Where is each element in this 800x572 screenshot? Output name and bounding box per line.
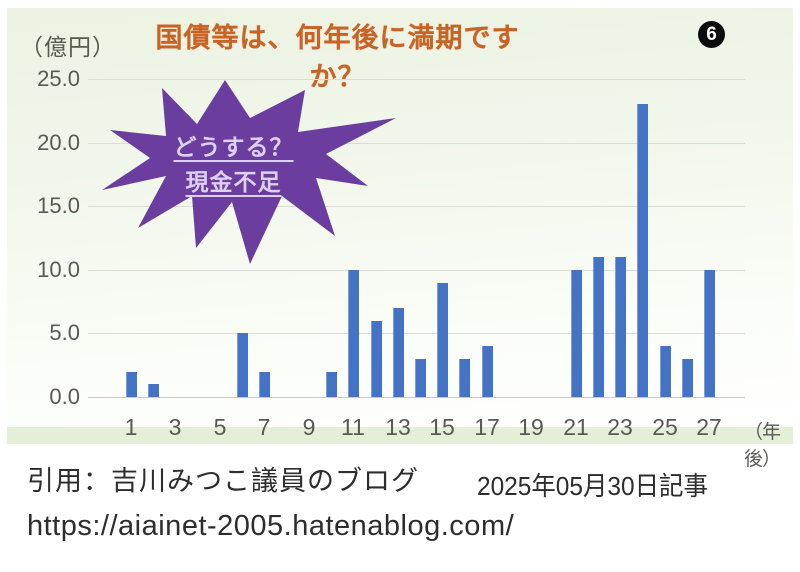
bar-year-12 (371, 321, 382, 397)
gridline (88, 143, 745, 144)
x-tick-label: 25 (652, 414, 678, 440)
bar-year-11 (348, 270, 359, 397)
chart-title: 国債等は、何年後に満期ですか？ (155, 23, 520, 92)
citation-url-text: https://aiainet-2005.hatenablog.com/ (27, 510, 515, 542)
y-axis-unit-label: （億円） (20, 34, 116, 60)
bar-year-23 (615, 257, 626, 397)
gridline (88, 333, 745, 334)
y-tick-label: 15.0 (37, 193, 80, 218)
bar-year-16 (459, 359, 470, 397)
y-tick-label: 0.0 (49, 384, 80, 409)
y-tick-label: 10.0 (37, 257, 80, 282)
bar-year-25 (660, 346, 671, 397)
x-tick-label: 7 (257, 414, 271, 440)
x-tick-label: 27 (696, 414, 722, 440)
bar-year-24 (637, 104, 648, 397)
bar-year-14 (415, 359, 426, 397)
x-tick-label: 15 (429, 414, 455, 440)
callout-line-1: どうする？ (173, 134, 294, 160)
x-tick-label: 17 (474, 414, 500, 440)
bar-year-22 (593, 257, 604, 397)
gridline (88, 270, 745, 271)
bar-year-2 (148, 384, 159, 397)
starburst-shape-icon (102, 80, 396, 264)
x-tick-label: 23 (607, 414, 633, 440)
x-axis-unit-label: （年後） (744, 422, 781, 470)
citation-source-text: 引用：吉川みつこ議員のブログ (27, 466, 419, 496)
bar-year-17 (482, 346, 493, 397)
bar-year-21 (571, 270, 582, 397)
x-tick-label: 9 (302, 414, 316, 440)
x-tick-label: 3 (168, 414, 182, 440)
x-tick-label: 1 (124, 414, 138, 440)
bar-year-15 (437, 283, 448, 397)
gridline (88, 79, 745, 80)
x-axis-band (7, 427, 793, 444)
bar-year-13 (393, 308, 404, 397)
bar-year-27 (704, 270, 715, 397)
x-tick-label: 19 (518, 414, 544, 440)
y-tick-label: 5.0 (49, 320, 80, 345)
gridline (88, 206, 745, 207)
y-tick-label: 25.0 (37, 66, 80, 91)
x-tick-label: 21 (563, 414, 589, 440)
x-tick-label: 13 (385, 414, 411, 440)
x-axis-line (88, 397, 745, 398)
x-tick-label: 5 (213, 414, 227, 440)
bar-year-7 (259, 372, 270, 397)
bar-year-26 (682, 359, 693, 397)
bar-year-10 (326, 372, 337, 397)
starburst-callout: どうする？ 現金不足 (100, 78, 400, 266)
callout-text: どうする？ 現金不足 (136, 130, 331, 200)
bar-year-1 (126, 372, 137, 397)
callout-line-2: 現金不足 (185, 169, 282, 195)
y-tick-label: 20.0 (37, 130, 80, 155)
citation-date-text: 2025年05月30日記事 (477, 471, 708, 501)
bar-year-6 (237, 333, 248, 397)
x-tick-label: 11 (341, 414, 365, 440)
page-number-badge: 6 (698, 21, 725, 48)
